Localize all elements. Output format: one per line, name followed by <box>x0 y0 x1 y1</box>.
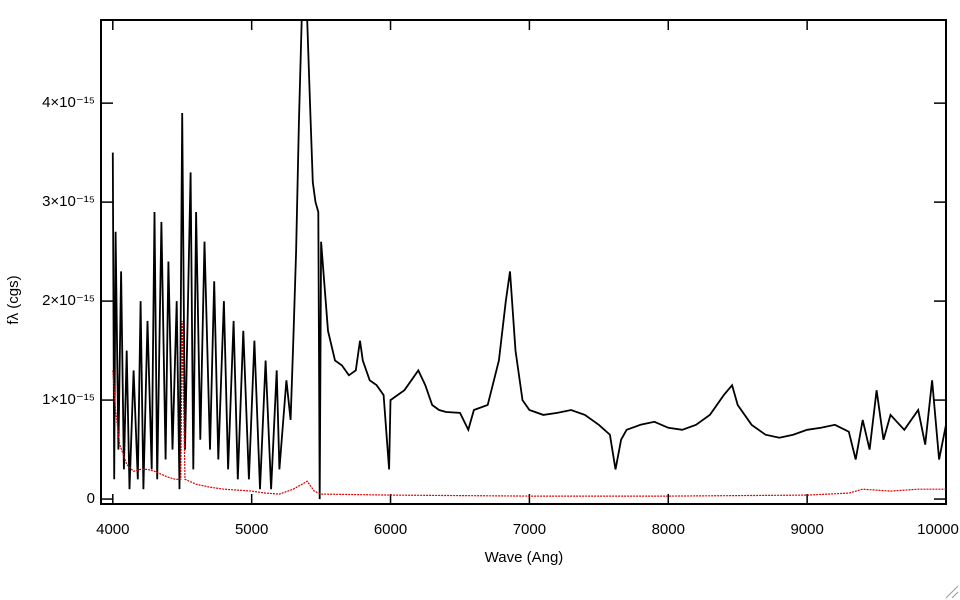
x-tick-label: 10000 <box>917 521 959 538</box>
plot-frame <box>100 19 947 505</box>
x-tick-label: 5000 <box>235 521 268 538</box>
y-tick-label: 4×10⁻¹⁵ <box>42 94 95 111</box>
x-tick-label: 4000 <box>96 521 129 538</box>
resize-handle <box>945 585 959 599</box>
y-tick-label: 0 <box>87 490 95 507</box>
x-tick-label: 7000 <box>513 521 546 538</box>
plot-lines <box>111 20 946 500</box>
y-tick-label: 2×10⁻¹⁵ <box>42 292 95 309</box>
x-tick-label: 8000 <box>652 521 685 538</box>
y-tick-label: 3×10⁻¹⁵ <box>42 193 95 210</box>
x-axis-label: Wave (Ang) <box>485 549 564 566</box>
spectrum-line <box>111 20 946 500</box>
x-tick-label: 6000 <box>374 521 407 538</box>
x-tick-label: 9000 <box>790 521 823 538</box>
y-tick-label: 1×10⁻¹⁵ <box>42 391 95 408</box>
y-axis-label: fλ (cgs) <box>5 275 22 324</box>
